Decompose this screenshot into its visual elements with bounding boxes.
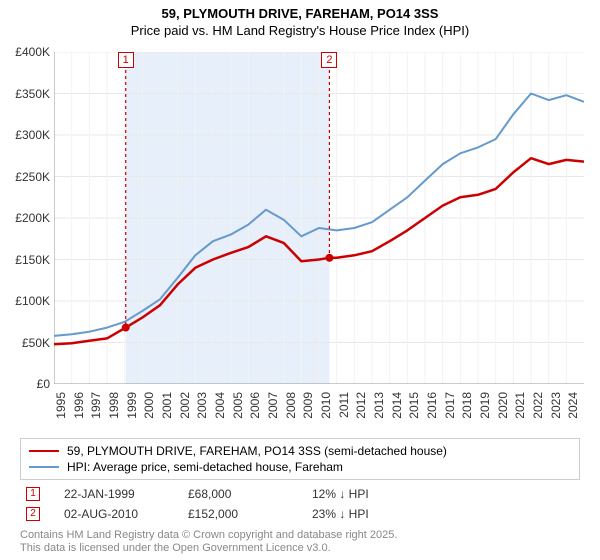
x-tick: 2019 [478, 392, 492, 419]
y-axis: £0£50K£100K£150K£200K£250K£300K£350K£400… [0, 52, 54, 384]
event-date: 02-AUG-2010 [64, 507, 164, 521]
event-num: 1 [26, 487, 40, 501]
event-delta: 12% ↓ HPI [312, 487, 412, 501]
x-tick: 1999 [125, 392, 139, 419]
y-tick: £50K [22, 336, 50, 350]
event-delta: 23% ↓ HPI [312, 507, 412, 521]
y-tick: £100K [15, 294, 50, 308]
x-tick: 2006 [248, 392, 262, 419]
x-tick: 2018 [460, 392, 474, 419]
footer: Contains HM Land Registry data © Crown c… [20, 529, 397, 557]
legend-row-price-paid: 59, PLYMOUTH DRIVE, FAREHAM, PO14 3SS (s… [29, 443, 571, 459]
events-table: 1 22-JAN-1999 £68,000 12% ↓ HPI 2 02-AUG-2010… [20, 484, 580, 524]
legend: 59, PLYMOUTH DRIVE, FAREHAM, PO14 3SS (s… [20, 438, 580, 524]
x-tick: 2022 [531, 392, 545, 419]
y-tick: £400K [15, 45, 50, 59]
page-subtitle: Price paid vs. HM Land Registry's House … [0, 21, 600, 38]
x-tick: 1996 [72, 392, 86, 419]
y-tick: £300K [15, 128, 50, 142]
footer-line2: This data is licensed under the Open Gov… [20, 542, 397, 556]
legend-label-price-paid: 59, PLYMOUTH DRIVE, FAREHAM, PO14 3SS (s… [67, 444, 447, 458]
y-tick: £150K [15, 253, 50, 267]
x-tick: 1995 [54, 392, 68, 419]
x-tick: 2016 [425, 392, 439, 419]
footer-line1: Contains HM Land Registry data © Crown c… [20, 529, 397, 543]
y-tick: £350K [15, 87, 50, 101]
event-row: 2 02-AUG-2010 £152,000 23% ↓ HPI [20, 504, 580, 524]
legend-row-hpi: HPI: Average price, semi-detached house,… [29, 459, 571, 475]
x-tick: 2017 [443, 392, 457, 419]
chart-marker: 2 [321, 52, 337, 68]
x-tick: 2003 [195, 392, 209, 419]
chart-svg [54, 52, 584, 384]
x-tick: 2010 [319, 392, 333, 419]
x-tick: 1998 [107, 392, 121, 419]
x-tick: 2000 [142, 392, 156, 419]
chart-marker: 1 [118, 52, 134, 68]
x-tick: 2011 [337, 392, 351, 418]
x-tick: 2013 [372, 392, 386, 419]
x-tick: 2024 [566, 392, 580, 419]
legend-swatch-hpi [29, 466, 59, 468]
y-tick: £200K [15, 211, 50, 225]
legend-box: 59, PLYMOUTH DRIVE, FAREHAM, PO14 3SS (s… [20, 438, 580, 480]
event-date: 22-JAN-1999 [64, 487, 164, 501]
x-tick: 2020 [496, 392, 510, 419]
x-tick: 2009 [301, 392, 315, 419]
legend-label-hpi: HPI: Average price, semi-detached house,… [67, 460, 343, 474]
x-tick: 2021 [513, 392, 527, 419]
legend-swatch-price-paid [29, 450, 59, 452]
x-tick: 2002 [178, 392, 192, 419]
x-tick: 2012 [354, 392, 368, 419]
x-tick: 2014 [390, 392, 404, 419]
x-tick: 2001 [160, 392, 174, 419]
chart-plot-area: 12 [54, 52, 584, 384]
x-tick: 2007 [266, 392, 280, 419]
x-tick: 2015 [407, 392, 421, 419]
x-tick: 1997 [89, 392, 103, 419]
event-price: £68,000 [188, 487, 288, 501]
x-tick: 2005 [231, 392, 245, 419]
event-num: 2 [26, 507, 40, 521]
y-tick: £0 [37, 377, 50, 391]
x-tick: 2004 [213, 392, 227, 419]
y-tick: £250K [15, 170, 50, 184]
x-tick: 2023 [549, 392, 563, 419]
event-row: 1 22-JAN-1999 £68,000 12% ↓ HPI [20, 484, 580, 504]
x-tick: 2008 [284, 392, 298, 419]
x-axis: 1995 19961997 1998 19992000 2001 20022003 2004… [54, 386, 584, 436]
page-title: 59, PLYMOUTH DRIVE, FAREHAM, PO14 3SS [0, 0, 600, 21]
event-price: £152,000 [188, 507, 288, 521]
